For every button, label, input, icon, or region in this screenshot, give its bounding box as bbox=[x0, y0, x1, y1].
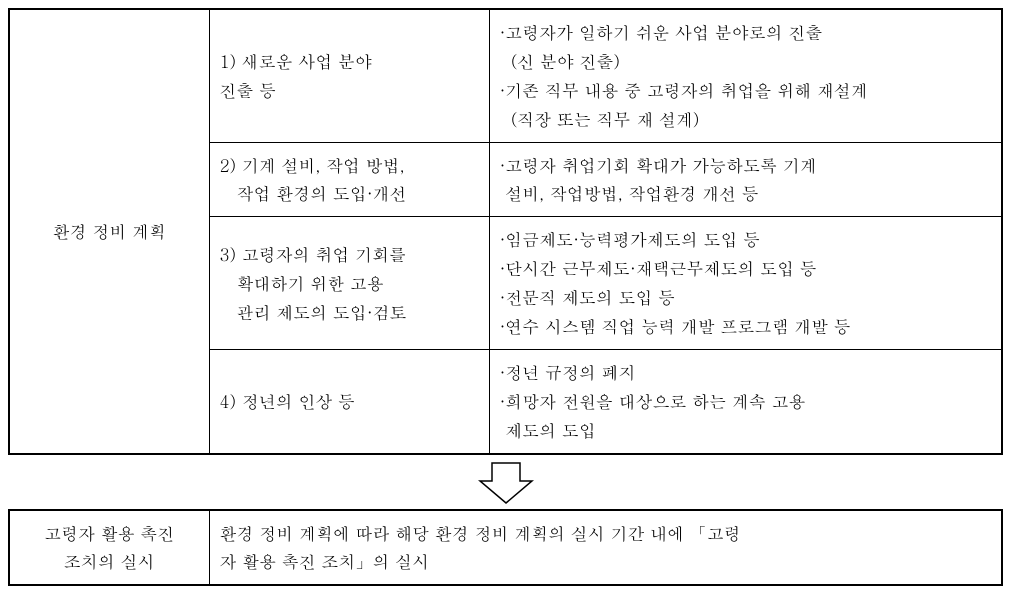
row2-label: 2) 기계 설비, 작업 방법, 작업 환경의 도입·개선 bbox=[209, 142, 489, 217]
env-plan-table: 환경 정비 계획 1) 새로운 사업 분야 진출 등 ·고령자가 일하기 쉬운 … bbox=[8, 8, 1003, 455]
row1-label: 1) 새로운 사업 분야 진출 등 bbox=[209, 9, 489, 142]
implementation-header: 고령자 활용 촉진 조치의 실시 bbox=[9, 510, 209, 586]
down-arrow-icon bbox=[478, 461, 534, 505]
row3-label: 3) 고령자의 취업 기회를 확대하기 위한 고용 관리 제도의 도입·검토 bbox=[209, 217, 489, 350]
row1-detail: ·고령자가 일하기 쉬운 사업 분야로의 진출 (신 분야 진출) ·기존 직무… bbox=[489, 9, 1002, 142]
env-plan-header-cell: 환경 정비 계획 bbox=[9, 9, 209, 454]
arrow-container bbox=[8, 461, 1003, 505]
row4-detail: ·정년 규정의 폐지 ·희망자 전원을 대상으로 하는 계속 고용 제도의 도입 bbox=[489, 349, 1002, 453]
row4-label: 4) 정년의 인상 등 bbox=[209, 349, 489, 453]
row3-detail: ·임금제도·능력평가제도의 도입 등 ·단시간 근무제도·재택근무제도의 도입 … bbox=[489, 217, 1002, 350]
row2-detail: ·고령자 취업기회 확대가 가능하도록 기계 설비, 작업방법, 작업환경 개선… bbox=[489, 142, 1002, 217]
implementation-body: 환경 정비 계획에 따라 해당 환경 정비 계획의 실시 기간 내에 「고령 자… bbox=[209, 510, 1002, 586]
env-plan-header: 환경 정비 계획 bbox=[53, 219, 166, 243]
implementation-table: 고령자 활용 촉진 조치의 실시 환경 정비 계획에 따라 해당 환경 정비 계… bbox=[8, 509, 1003, 587]
